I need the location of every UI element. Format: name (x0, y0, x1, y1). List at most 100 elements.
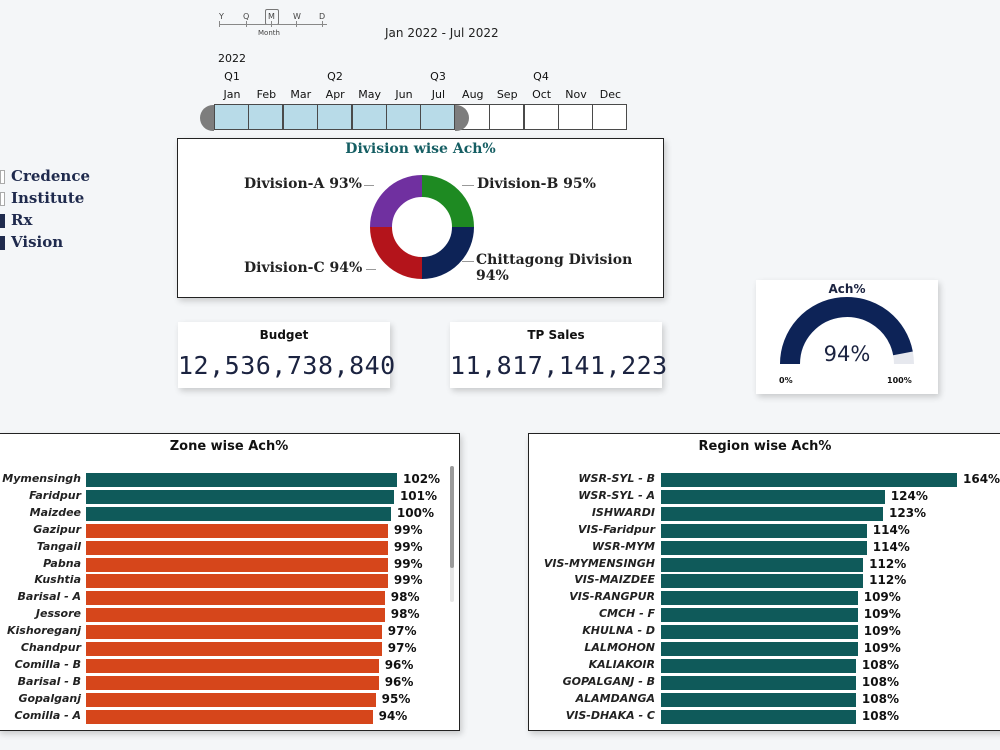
bar-faridpur[interactable] (86, 489, 394, 504)
timeline-bar[interactable] (200, 104, 628, 131)
month-label-nov[interactable]: Nov (565, 88, 587, 101)
bar-kaliakoir[interactable] (661, 658, 856, 673)
bar-ishwardi[interactable] (661, 506, 883, 521)
month-label-mar[interactable]: Mar (290, 88, 312, 101)
granularity-year[interactable]: Y (219, 12, 224, 21)
bar-wsr-syl-b[interactable] (661, 473, 957, 487)
bar-value-label: 124% (890, 488, 928, 503)
bar-cmch-f[interactable] (661, 608, 858, 623)
bar-vis-faridpur[interactable] (661, 523, 867, 538)
month-label-aug[interactable]: Aug (462, 88, 484, 101)
granularity-week[interactable]: W (293, 12, 301, 21)
bar-value-label: 95% (381, 691, 411, 706)
bar-gopalganj-b[interactable] (661, 675, 856, 690)
tp-sales-value: 11,817,141,223 (450, 351, 668, 380)
gauge-title: Ach% (828, 282, 866, 296)
timeline-cell-jan[interactable] (214, 104, 249, 130)
bar-vis-maizdee[interactable] (661, 574, 864, 589)
bar-category-label: KALIAKOIR (588, 657, 655, 671)
quarter-label[interactable]: Q1 (224, 70, 240, 83)
timeline-cell-jul[interactable] (420, 104, 456, 130)
bar-jessore[interactable] (86, 608, 385, 623)
month-label-jul[interactable]: Jul (431, 88, 446, 101)
bar-gopalganj[interactable] (86, 692, 376, 707)
bar-barisal-a[interactable] (86, 591, 385, 606)
bar-category-label: Kushtia (34, 573, 81, 587)
month-label-oct[interactable]: Oct (532, 88, 552, 101)
zone-chart-title: Zone wise Ach% (169, 439, 289, 454)
bar-category-label: GOPALGANJ - B (562, 674, 655, 688)
timeline-cell-jun[interactable] (386, 104, 421, 130)
timeline-cell-feb[interactable] (248, 104, 284, 130)
region-chart-card: Region wise Ach% WSR-SYL - B 164% WSR-SYL … (528, 433, 1000, 731)
month-label-feb[interactable]: Feb (256, 88, 277, 101)
month-label-apr[interactable]: Apr (325, 88, 345, 101)
granularity-tick (219, 21, 220, 27)
bar-barisal-b[interactable] (86, 675, 379, 690)
zone-chart-card: Zone wise Ach% Mymensingh 102% Faridpur 101… (0, 433, 460, 731)
bar-pabna[interactable] (86, 557, 388, 572)
granularity-month[interactable]: M (268, 12, 275, 21)
bar-wsr-syl-a[interactable] (661, 489, 885, 504)
bar-khulna-d[interactable] (661, 625, 858, 640)
month-label-jan[interactable]: Jan (223, 88, 241, 101)
bar-vis-mymensingh[interactable] (661, 557, 864, 572)
bar-lalmohon[interactable] (661, 642, 858, 656)
bar-category-label: Barisal - B (17, 674, 81, 688)
bar-kishoreganj[interactable] (86, 625, 382, 640)
month-label-may[interactable]: May (358, 88, 381, 101)
timeline-cell-sep[interactable] (489, 104, 525, 130)
month-label-dec[interactable]: Dec (599, 88, 622, 101)
bar-alamdanga[interactable] (661, 692, 856, 707)
timeline-cell-oct[interactable] (523, 104, 559, 130)
quarter-label[interactable]: Q3 (430, 70, 446, 83)
donut-slice-division-b[interactable] (421, 175, 474, 228)
bar-value-label: 109% (863, 641, 901, 655)
division-chart-title: Division wise Ach% (345, 141, 496, 157)
granularity-quarter[interactable]: Q (243, 12, 250, 21)
bar-vis-rangpur[interactable] (661, 591, 858, 606)
timeline-cell-nov[interactable] (558, 104, 593, 130)
zone-scrollbar-thumb[interactable] (450, 466, 454, 568)
bar-gazipur[interactable] (86, 523, 388, 538)
timeline-end-handle[interactable] (454, 105, 469, 131)
bar-value-label: 102% (403, 472, 441, 486)
date-range-label: Jan 2022 - Jul 2022 (385, 26, 499, 40)
bar-category-label: Gazipur (33, 522, 81, 536)
bar-vis-dhaka-c[interactable] (661, 709, 856, 724)
bar-chandpur[interactable] (86, 642, 382, 656)
bar-value-label: 97% (387, 641, 417, 655)
region-chart-title: Region wise Ach% (698, 439, 832, 454)
bar-value-label: 108% (861, 657, 899, 672)
quarter-label[interactable]: Q2 (327, 70, 343, 83)
bar-category-label: ALAMDANGA (575, 691, 655, 705)
bar-maizdee[interactable] (86, 506, 391, 521)
timeline-cell-may[interactable] (351, 104, 387, 130)
bar-value-label: 164% (963, 472, 1000, 486)
donut-slice-division-c[interactable] (370, 226, 423, 279)
month-label-jun[interactable]: Jun (395, 88, 413, 101)
timeline-cell-mar[interactable] (282, 104, 318, 130)
year-label: 2022 (218, 52, 246, 65)
legend-swatch (0, 170, 5, 184)
granularity-day[interactable]: D (319, 12, 326, 21)
bar-category-label: Mymensingh (2, 472, 81, 485)
month-label-sep[interactable]: Sep (496, 88, 518, 101)
legend-label: Credence (11, 167, 90, 185)
bar-category-label: ISHWARDI (591, 505, 655, 519)
quarter-label[interactable]: Q4 (533, 70, 549, 83)
bar-value-label: 108% (861, 674, 899, 689)
bar-comilla-b[interactable] (86, 658, 379, 673)
timeline-start-handle[interactable] (200, 105, 214, 131)
donut-slice-division-a[interactable] (370, 175, 423, 228)
timeline-cell-apr[interactable] (317, 104, 353, 130)
timeline-cell-dec[interactable] (592, 104, 628, 130)
bar-wsr-mym[interactable] (661, 540, 867, 555)
bar-tangail[interactable] (86, 540, 388, 555)
bar-mymensingh[interactable] (86, 473, 397, 487)
bar-comilla-a[interactable] (86, 709, 373, 724)
gauge-value: 94% (823, 342, 871, 366)
donut-slice-chittagong-division[interactable] (421, 226, 474, 279)
bar-kushtia[interactable] (86, 574, 388, 589)
bar-value-label: 98% (390, 590, 420, 605)
